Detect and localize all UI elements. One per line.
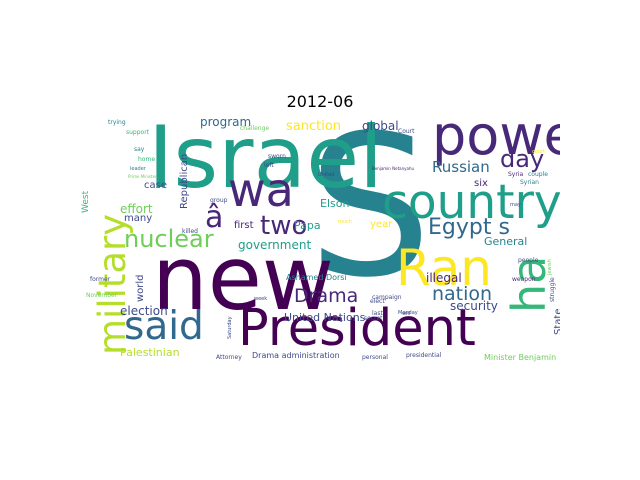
word-united-nations: United Nations: [284, 311, 366, 324]
word-nation: nation: [432, 283, 493, 305]
word-many: many: [124, 213, 153, 224]
word-much: much: [338, 219, 352, 225]
word-russian: Russian: [432, 158, 490, 176]
word-benjamin-netanyahu: Benjamin Netanyahu: [372, 166, 415, 171]
word-united: United: [318, 172, 335, 178]
word-ashamed-dorsi: Ashamed Dorsi: [286, 273, 347, 282]
word-home: home: [138, 156, 156, 163]
word-republican: Republican: [179, 153, 190, 209]
word-said: said: [124, 304, 204, 349]
word-illegal: illegal: [426, 271, 462, 285]
word-egypts: Egypt s: [428, 215, 510, 240]
word-wa: wa: [228, 163, 294, 217]
word-a-circumflex: â: [205, 200, 224, 235]
word-will: will: [402, 311, 411, 317]
word-nuclear: nuclear: [124, 225, 214, 253]
word-papa: Papa: [294, 219, 321, 232]
word-ha: ha: [502, 255, 556, 313]
word-elect: elect: [370, 298, 385, 305]
word-year: year: [370, 219, 393, 230]
word-effort: effort: [120, 202, 153, 216]
word-trying: trying: [108, 119, 126, 126]
word-leader: leader: [130, 166, 146, 172]
word-jewish: Jewish: [547, 259, 553, 275]
word-monday: Monday: [398, 310, 418, 316]
word-killed: killed: [182, 228, 198, 235]
word-secret: secret: [364, 315, 383, 322]
word-two: two: [260, 211, 308, 241]
word-world: world: [135, 274, 146, 302]
word-day: day: [500, 145, 545, 173]
word-global: global: [362, 119, 399, 133]
chart-title: 2012-06: [286, 92, 354, 111]
word-court-cap: Court: [398, 128, 415, 135]
word-drama-administration: Drama administration: [252, 351, 340, 360]
word-week: week: [254, 296, 268, 302]
word-country: country: [382, 175, 560, 230]
word-may: may: [510, 202, 521, 208]
word-security: security: [450, 299, 498, 313]
word-prime-minister: Prime Minister: [128, 174, 157, 179]
word-people: people: [518, 257, 539, 264]
word-s: S: [308, 117, 432, 320]
word-group: group: [210, 197, 228, 204]
word-november: November: [86, 292, 118, 299]
word-last: last: [372, 310, 383, 317]
word-court: court: [532, 149, 545, 155]
word-left: left: [264, 162, 274, 169]
word-palestinian: Palestinian: [120, 346, 180, 359]
word-sanction: sanction: [286, 119, 342, 134]
word-sworn: sworn: [268, 153, 286, 160]
word-campaign: campaign: [372, 294, 402, 301]
word-general: General: [484, 235, 528, 248]
word-couple: couple: [528, 171, 548, 178]
word-government: government: [238, 238, 312, 252]
word-saturday: Saturday: [227, 316, 233, 339]
word-israel: Israel: [148, 117, 384, 208]
word-case: case: [144, 180, 167, 191]
word-minister-benjamin: Minister Benjamin: [484, 353, 557, 362]
word-cloud: S Israel new President power country Ran…: [80, 117, 560, 362]
word-new: new: [152, 227, 334, 330]
word-syrian: Syrian: [520, 179, 539, 186]
word-program: program: [200, 117, 252, 129]
word-state: State: [553, 308, 560, 335]
word-personal: personal: [362, 354, 388, 361]
word-power: power: [432, 117, 560, 167]
word-say: say: [134, 146, 145, 153]
word-struggle: struggle: [549, 277, 556, 302]
word-syria: Syria: [508, 171, 524, 178]
word-west: West: [81, 190, 91, 213]
word-challenge: challenge: [240, 125, 270, 132]
word-six: six: [474, 178, 488, 189]
word-elson: Elson: [320, 197, 350, 210]
word-attorney: Attorney: [216, 354, 242, 361]
word-ran: Ran: [396, 239, 492, 297]
word-former: former: [90, 276, 111, 283]
word-weapon: weapon: [512, 276, 536, 283]
word-presidential: presidential: [406, 352, 442, 359]
word-drama: Drama: [294, 285, 359, 307]
word-first: first: [234, 220, 254, 231]
word-election: election: [120, 304, 168, 318]
word-support: support: [126, 129, 150, 136]
word-president: President: [238, 299, 476, 358]
